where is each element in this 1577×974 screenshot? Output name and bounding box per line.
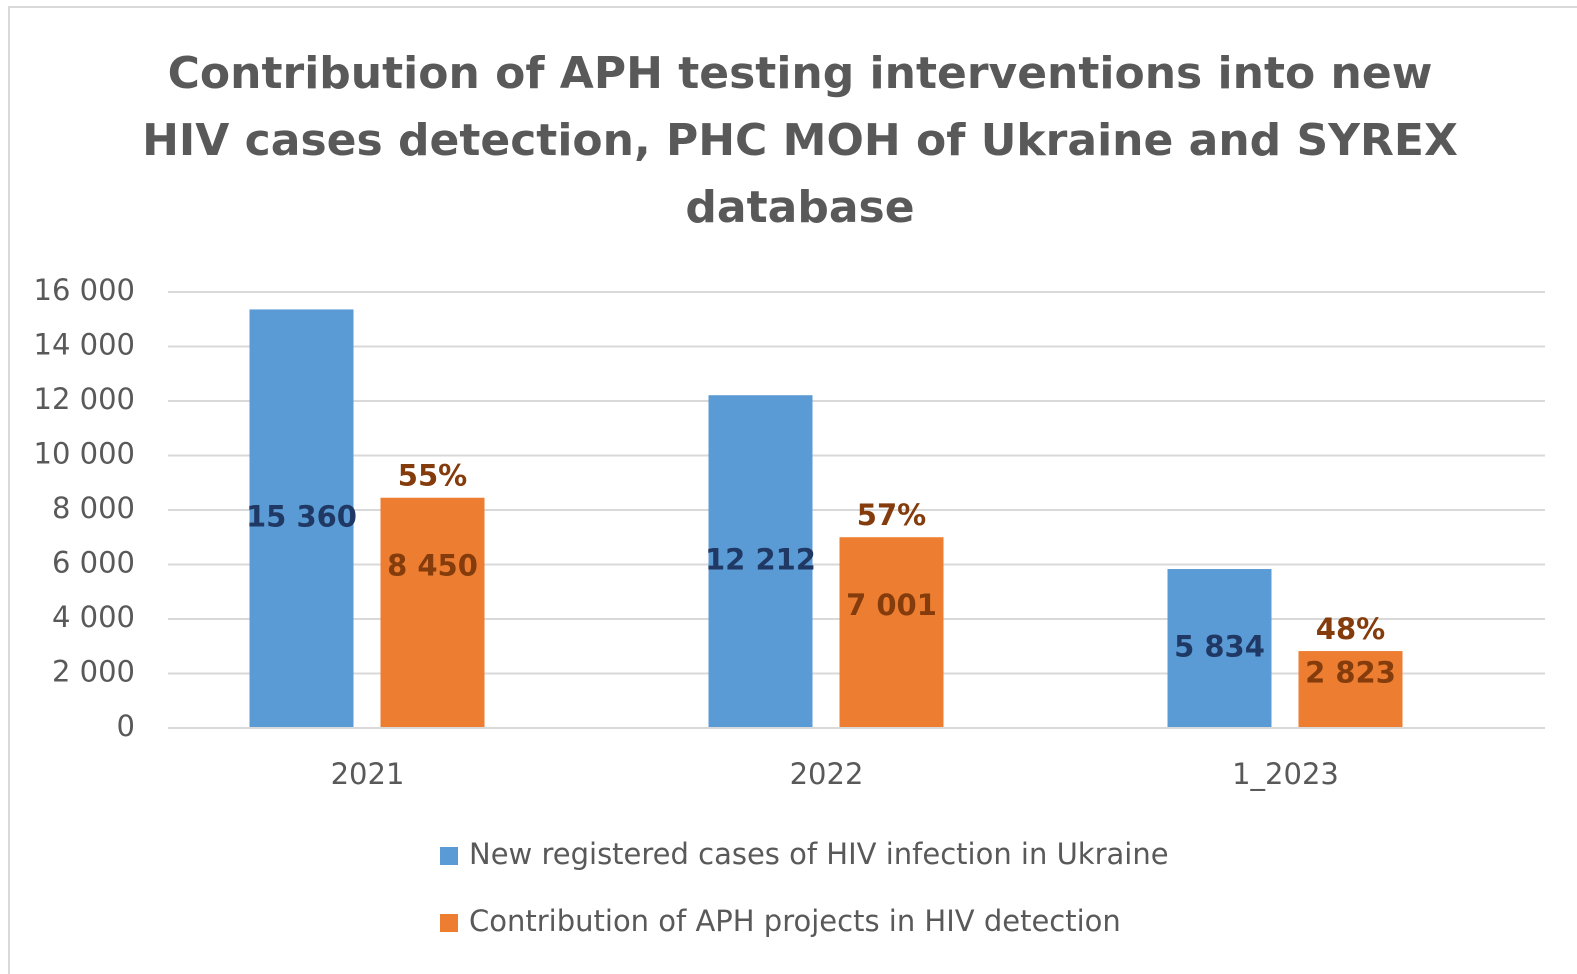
legend-label: Contribution of APH projects in HIV dete… bbox=[469, 904, 1121, 938]
legend-label: New registered cases of HIV infection in… bbox=[469, 837, 1169, 871]
data-label: 15 360 bbox=[246, 500, 357, 534]
annotation: 55% bbox=[398, 459, 467, 493]
y-tick-label: 12 000 bbox=[34, 382, 135, 416]
data-label: 2 823 bbox=[1305, 656, 1396, 690]
y-tick-label: 10 000 bbox=[34, 437, 135, 471]
y-tick-label: 8 000 bbox=[52, 491, 135, 525]
x-tick-label: 1_2023 bbox=[1232, 757, 1339, 791]
bar bbox=[708, 395, 813, 728]
legend-swatch bbox=[440, 914, 458, 932]
y-tick-label: 16 000 bbox=[34, 273, 135, 307]
bar bbox=[839, 537, 944, 728]
data-label: 8 450 bbox=[387, 549, 478, 583]
y-tick-label: 14 000 bbox=[34, 328, 135, 362]
x-tick-label: 2022 bbox=[790, 757, 864, 791]
bar bbox=[1298, 651, 1403, 728]
annotation: 48% bbox=[1316, 612, 1385, 646]
data-label: 12 212 bbox=[705, 543, 816, 577]
legend-swatch bbox=[440, 847, 458, 865]
chart-title: Contribution of APH testing intervention… bbox=[168, 48, 1433, 99]
bar bbox=[1167, 569, 1272, 728]
y-tick-label: 2 000 bbox=[52, 655, 135, 689]
chart-title: HIV cases detection, PHC MOH of Ukraine … bbox=[142, 115, 1458, 166]
bar bbox=[249, 309, 354, 728]
y-tick-label: 0 bbox=[117, 709, 135, 743]
x-tick-label: 2021 bbox=[331, 757, 405, 791]
data-label: 7 001 bbox=[846, 588, 937, 622]
bar bbox=[380, 497, 485, 728]
annotation: 57% bbox=[857, 498, 926, 532]
y-tick-label: 6 000 bbox=[52, 546, 135, 580]
chart-title: database bbox=[685, 182, 914, 233]
data-label: 5 834 bbox=[1174, 630, 1265, 664]
y-tick-label: 4 000 bbox=[52, 600, 135, 634]
